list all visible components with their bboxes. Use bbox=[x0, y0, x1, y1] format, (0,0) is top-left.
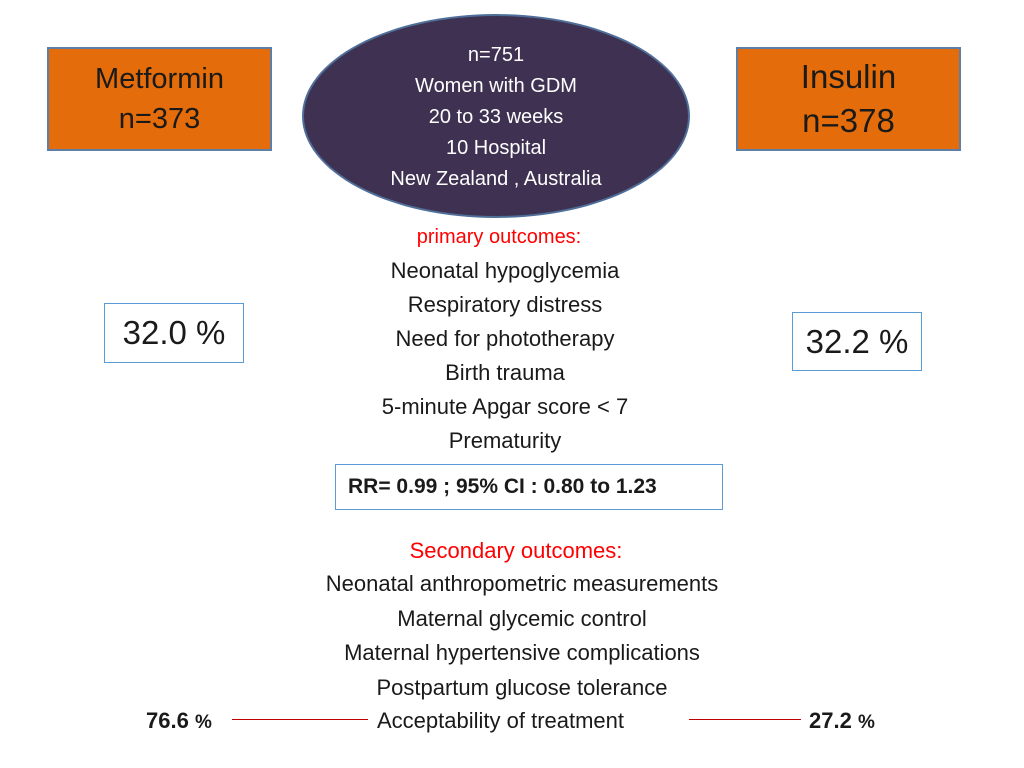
relative-risk-box: RR= 0.99 ; 95% CI : 0.80 to 1.23 bbox=[335, 464, 723, 510]
metformin-arm-box: Metformin n=373 bbox=[47, 47, 272, 151]
primary-outcome-item: Need for phototherapy bbox=[395, 326, 615, 351]
insulin-arm-n: n=378 bbox=[802, 102, 895, 139]
insulin-arm-box: Insulin n=378 bbox=[736, 47, 961, 151]
primary-outcome-item: Birth trauma bbox=[445, 360, 565, 385]
insulin-arm-name: Insulin bbox=[800, 58, 897, 95]
acceptability-row: 76.6 % Acceptability of treatment 27.2 % bbox=[0, 704, 1024, 738]
secondary-outcome-item: Maternal glycemic control bbox=[397, 605, 647, 631]
acceptability-connector-right bbox=[689, 719, 801, 720]
primary-outcome-item: Prematurity bbox=[448, 428, 562, 453]
secondary-outcomes-title: Secondary outcomes: bbox=[409, 538, 623, 563]
secondary-outcome-item: Postpartum glucose tolerance bbox=[376, 674, 668, 700]
percent-unit: % bbox=[857, 712, 875, 733]
population-gestation: 20 to 33 weeks bbox=[428, 105, 564, 128]
secondary-outcome-item: Maternal hypertensive complications bbox=[344, 640, 700, 665]
secondary-outcomes-list: Neonatal anthropometric measurements Mat… bbox=[0, 567, 1024, 705]
population-hospitals: 10 Hospital bbox=[445, 136, 547, 159]
metformin-acceptability-value: 76.6 bbox=[146, 708, 189, 733]
primary-outcome-item: 5-minute Apgar score < 7 bbox=[381, 394, 629, 419]
metformin-acceptability: 76.6 % bbox=[146, 704, 212, 740]
primary-outcomes-title: primary outcomes: bbox=[416, 226, 582, 248]
insulin-acceptability: 27.2 % bbox=[809, 704, 875, 740]
population-description: Women with GDM bbox=[415, 74, 577, 97]
relative-risk-text: RR= 0.99 ; 95% CI : 0.80 to 1.23 bbox=[348, 475, 657, 498]
insulin-acceptability-value: 27.2 bbox=[809, 708, 852, 733]
study-population-ellipse: n=751 Women with GDM 20 to 33 weeks 10 H… bbox=[302, 14, 690, 218]
population-countries: New Zealand , Australia bbox=[390, 167, 602, 190]
primary-outcomes-list: Neonatal hypoglycemia Respiratory distre… bbox=[0, 254, 1010, 458]
percent-unit: % bbox=[194, 712, 212, 733]
acceptability-connector-left bbox=[232, 719, 368, 720]
secondary-outcome-item: Neonatal anthropometric measurements bbox=[325, 571, 719, 596]
primary-outcome-item: Respiratory distress bbox=[407, 292, 603, 317]
population-total: n=751 bbox=[467, 43, 525, 66]
metformin-primary-rate: 32.0 % bbox=[104, 303, 244, 363]
metformin-arm-n: n=373 bbox=[118, 103, 201, 135]
acceptability-label: Acceptability of treatment bbox=[377, 708, 625, 733]
metformin-arm-name: Metformin bbox=[95, 63, 224, 95]
primary-outcome-item: Neonatal hypoglycemia bbox=[390, 258, 620, 283]
insulin-primary-rate: 32.2 % bbox=[792, 312, 922, 371]
